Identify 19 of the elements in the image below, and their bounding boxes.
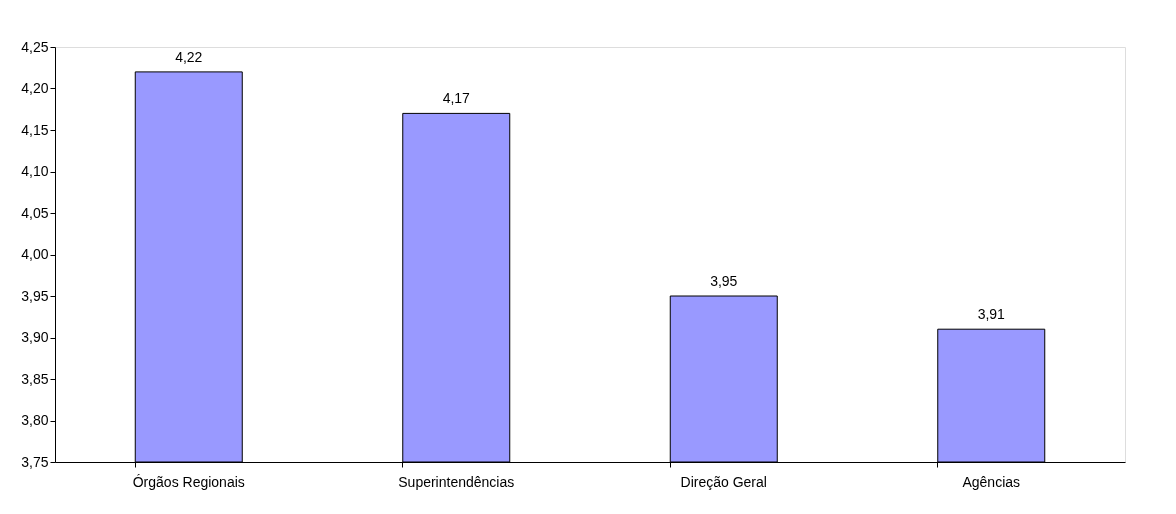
y-tick-label: 4,00 xyxy=(21,246,49,262)
data-label: 4,17 xyxy=(442,90,471,107)
data-label: 4,22 xyxy=(175,48,203,65)
y-tick-label: 3,95 xyxy=(21,287,49,304)
y-tick-label: 4,15 xyxy=(21,121,49,138)
y-tick-label: 4,25 xyxy=(21,38,49,55)
y-tick-label: 3,85 xyxy=(21,370,49,387)
x-tick-label: Órgãos Regionais xyxy=(132,473,245,490)
data-label: 3,95 xyxy=(710,273,738,289)
x-tick-label: Agências xyxy=(962,473,1021,490)
y-tick-label: 4,05 xyxy=(21,204,49,221)
y-tick-label: 3,80 xyxy=(21,412,49,428)
y-tick-label: 4,20 xyxy=(21,80,49,96)
y-tick-label: 3,90 xyxy=(21,329,49,345)
data-label: 3,91 xyxy=(977,306,1006,323)
y-tick-label: 3,75 xyxy=(21,453,49,470)
x-tick-label: Direção Geral xyxy=(680,473,767,490)
x-tick-label: Superintendências xyxy=(398,473,515,490)
y-tick-label: 4,10 xyxy=(21,163,49,179)
